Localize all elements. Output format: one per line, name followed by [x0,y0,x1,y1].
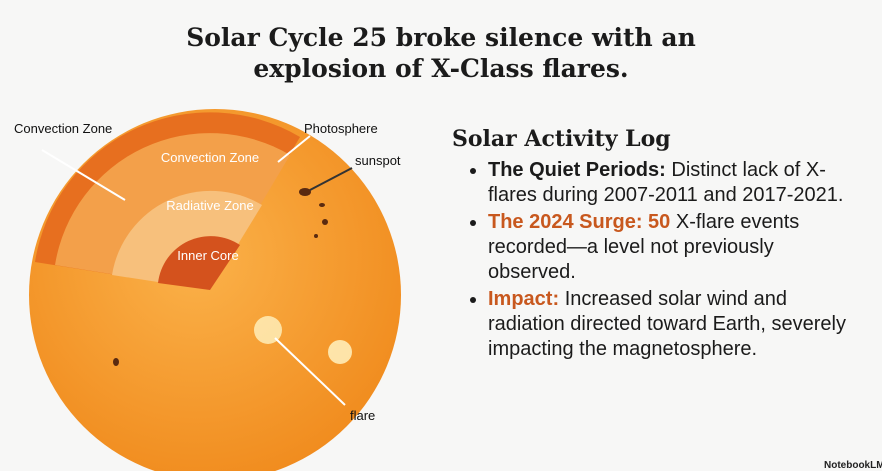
layer-label-box: Inner Core [177,248,239,263]
bullet-lead: The Quiet Periods: [488,159,666,181]
activity-log: Solar Activity Log The Quiet Periods: Di… [452,126,862,364]
sunspot-mark [319,203,325,207]
leader-line [277,135,311,163]
label: flare [350,408,375,423]
bullet-text: Distinct lack of X-flares during 2007-20… [488,159,844,206]
label: Convection Zone [14,121,112,136]
sunspot-mark [322,219,328,225]
bullet: The 2024 Surge: 50 X-flare events record… [488,210,862,285]
layer-label-box: Convection Zone [160,150,260,165]
bullet-text: Increased solar wind and radiation direc… [488,288,846,360]
leader-line [274,337,346,406]
bullet: Impact: Increased solar wind and radiati… [488,287,862,362]
layer-label: Radiative Zone [166,198,254,213]
label: sunspot [355,153,401,168]
slide-title: Solar Cycle 25 broke silence with an exp… [186,23,696,83]
sunspot-mark [299,188,311,196]
log-heading: Solar Activity Log [452,126,671,152]
flare-glow [254,316,282,344]
layer-label-box: Radiative Zone [166,198,254,213]
bullet-text: X-flare events recorded—a level not prev… [488,211,800,283]
bullet-lead: Impact: [488,288,560,310]
layer-label: Inner Core [177,248,239,263]
leader-line [41,149,126,201]
bullet: The Quiet Periods: Distinct lack of X-fl… [488,158,862,208]
core [158,236,240,290]
bullet-lead: The 2024 Surge: 50 [488,211,671,233]
flare-glow [328,340,352,364]
label: Photosphere [304,121,378,136]
brand-mark: NotebookLM [824,460,882,471]
bullet-list: The Quiet Periods: Distinct lack of X-fl… [452,158,862,362]
layer-label: Convection Zone [160,150,260,165]
leader-line [309,167,353,191]
sunspot-mark [314,234,318,238]
sunspot-mark [113,358,119,366]
